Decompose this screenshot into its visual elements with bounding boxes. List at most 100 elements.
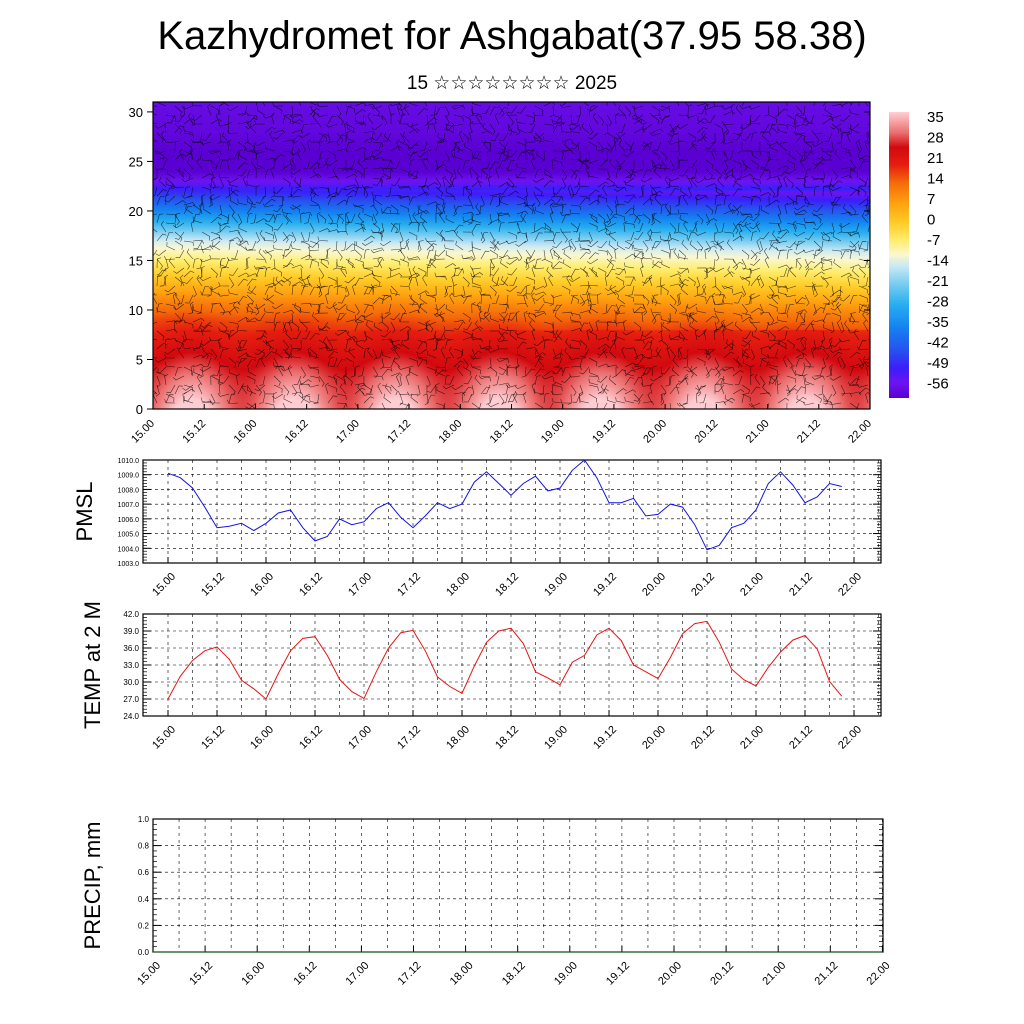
wind-barb (372, 204, 379, 216)
wind-barb (228, 393, 236, 404)
wind-barb (750, 386, 761, 395)
wind-barb (332, 240, 338, 252)
wind-barb (536, 150, 545, 161)
wind-barb (795, 209, 808, 215)
wind-barb (337, 294, 347, 304)
wind-barb (489, 161, 500, 170)
wind-barb (732, 204, 740, 216)
wind-barb (470, 272, 482, 278)
wind-barb (354, 222, 365, 230)
wind-barb (607, 339, 617, 348)
wind-barb (300, 240, 310, 249)
wind-barb (776, 231, 788, 239)
wind-barb (192, 363, 205, 368)
wind-barb (812, 159, 824, 166)
wind-barb (728, 202, 734, 215)
wind-barb (730, 103, 735, 116)
wind-barb (486, 141, 491, 153)
wind-barb (864, 102, 869, 107)
wind-barb (444, 286, 452, 296)
wind-barb (174, 213, 180, 226)
wind-barb (255, 348, 265, 357)
wind-barb (764, 256, 770, 269)
wind-barb (436, 386, 446, 395)
wind-barb (335, 303, 347, 311)
wind-barb (709, 258, 716, 270)
wind-barb (372, 348, 377, 361)
wind-barb (439, 311, 446, 323)
wind-barb (614, 285, 626, 293)
wind-barb (732, 223, 742, 233)
wind-barb (714, 401, 727, 406)
wind-barb (685, 114, 698, 119)
wind-barb (425, 237, 437, 242)
wind-barb (831, 289, 843, 296)
wind-barb (759, 169, 769, 179)
wind-barb (615, 132, 623, 144)
y-tick-label: 1003.0 (118, 561, 140, 568)
wind-barb (310, 106, 320, 116)
wind-barb (291, 281, 304, 287)
wind-barb (246, 294, 254, 306)
wind-barb (514, 384, 527, 390)
wind-barb (174, 320, 179, 332)
wind-barb (294, 302, 302, 314)
wind-barb (697, 116, 707, 125)
wind-barb (804, 294, 810, 307)
wind-barb (439, 132, 446, 143)
wind-barb (316, 276, 321, 289)
wind-barb (246, 278, 257, 287)
wind-barb (182, 391, 187, 404)
wind-barb (507, 221, 520, 226)
wind-barb (768, 330, 776, 342)
wind-barb (318, 228, 331, 233)
wind-barb (606, 291, 619, 296)
wind-barb (669, 335, 682, 341)
wind-barb (242, 175, 248, 188)
wind-barb (292, 330, 302, 340)
wind-barb (531, 292, 536, 305)
wind-barb (777, 177, 783, 190)
wind-barb (705, 366, 710, 379)
wind-barb (517, 350, 527, 359)
wind-barb (579, 267, 588, 277)
wind-barb (153, 186, 158, 197)
wind-barb (264, 198, 276, 206)
wind-barb (480, 232, 489, 242)
wind-barb (264, 321, 276, 327)
wind-barb (588, 357, 598, 367)
x-tick-label: 21.12 (787, 724, 815, 752)
wind-barb (367, 347, 374, 359)
wind-barb (858, 154, 869, 161)
wind-barb (435, 383, 440, 395)
wind-barb (570, 294, 578, 305)
wind-barb (804, 221, 817, 226)
wind-barb (507, 102, 509, 107)
wind-barb (199, 258, 212, 263)
wind-barb (859, 306, 869, 314)
wind-barb (489, 123, 496, 135)
wind-barb (153, 292, 158, 305)
wind-barb (498, 151, 507, 161)
wind-barb (543, 102, 556, 107)
wind-barb (777, 312, 789, 318)
wind-barb (462, 312, 471, 323)
wind-barb (676, 402, 689, 407)
wind-barb (421, 185, 428, 197)
wind-barb (734, 321, 743, 332)
wind-barb (543, 180, 555, 188)
wind-barb (327, 384, 337, 393)
x-tick-label: 16.00 (248, 571, 276, 599)
wind-barb (804, 168, 812, 179)
wind-barb (172, 375, 185, 381)
wind-barb (561, 311, 574, 316)
wind-barb (852, 222, 860, 233)
wind-barb (533, 191, 545, 197)
wind-barb (228, 306, 240, 314)
wind-barb (357, 158, 365, 170)
wind-barb (786, 102, 788, 107)
wind-barb (355, 116, 365, 125)
wind-barb (543, 168, 552, 179)
wind-barb (374, 141, 383, 151)
wind-barb (786, 267, 794, 278)
